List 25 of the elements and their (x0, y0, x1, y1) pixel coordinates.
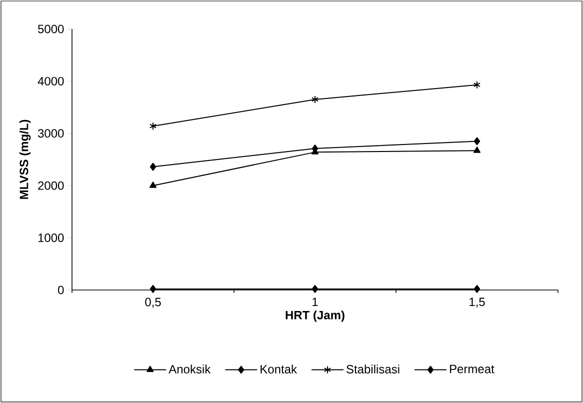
legend-label: Stabilisasi (346, 364, 400, 374)
legend-label: Kontak (260, 364, 298, 374)
y-tick-label: 2000 (38, 181, 64, 190)
y-tick-label: 1000 (38, 234, 64, 242)
point (312, 284, 318, 293)
point (150, 162, 156, 171)
legend-label: Anoksik (168, 364, 211, 374)
x-axis-title: HRT (Jam) (286, 310, 344, 322)
y-axis-title: MLVSS (mg/L) (19, 120, 31, 199)
point (474, 284, 480, 293)
legend-label: Permeat (450, 364, 494, 374)
y-tick-label: 5000 (38, 24, 64, 34)
y-tick-label: 4000 (38, 76, 64, 86)
point (149, 182, 157, 188)
point (473, 80, 481, 89)
point (149, 122, 157, 130)
y-tick-label: 3000 (38, 129, 64, 138)
y-tick-label: 0 (58, 286, 64, 294)
point (150, 284, 156, 293)
x-tick-label: 1,5 (470, 298, 485, 308)
point (311, 95, 319, 104)
x-tick-label: 0,5 (145, 298, 161, 308)
point (473, 146, 481, 153)
point (474, 137, 480, 146)
x-tick-label: 1 (312, 298, 318, 306)
